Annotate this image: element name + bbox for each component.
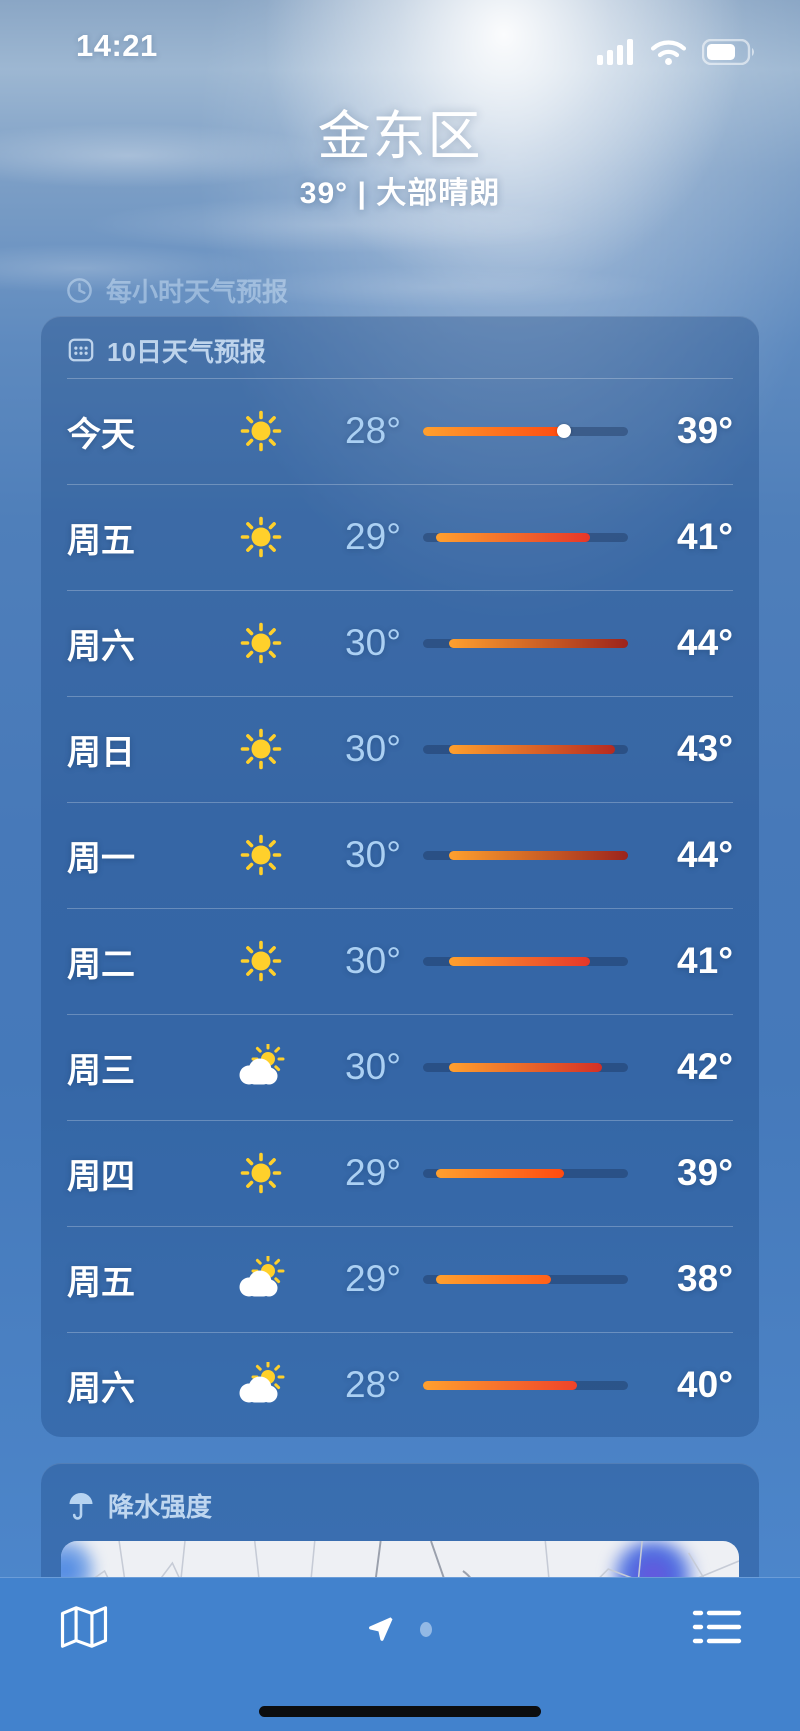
day-label: 周二: [67, 945, 135, 984]
page-indicator: [368, 1616, 432, 1642]
temp-range-fill: [448, 744, 616, 754]
bottom-tab-bar: [0, 1577, 800, 1731]
ten-day-forecast-header: 10日天气预报: [67, 316, 733, 378]
temp-range-bar: [423, 1062, 628, 1072]
temp-range-bar: [423, 956, 628, 966]
temp-range-bar: [423, 1274, 628, 1284]
temp-range-fill: [435, 1168, 564, 1178]
temp-range-bar: [423, 638, 628, 648]
high-temp: 39°: [677, 1152, 733, 1193]
high-temp: 38°: [677, 1258, 733, 1299]
current-location-arrow-icon[interactable]: [368, 1616, 394, 1642]
home-indicator[interactable]: [259, 1706, 541, 1717]
low-temp: 28°: [345, 1364, 401, 1405]
temp-range-fill: [448, 850, 628, 860]
calendar-icon: [67, 336, 95, 364]
partly-cloudy-icon: [225, 1362, 297, 1408]
temp-range-fill: [448, 638, 628, 648]
low-temp: 30°: [345, 1046, 401, 1087]
day-label: 周六: [67, 1369, 135, 1408]
high-temp: 39°: [677, 410, 733, 451]
precipitation-title: 降水强度: [108, 1492, 213, 1522]
ten-day-forecast-title: 10日天气预报: [107, 336, 266, 367]
battery-icon: [702, 38, 758, 65]
day-label: 周四: [67, 1157, 135, 1196]
temp-range-bar: [423, 744, 628, 754]
high-temp: 43°: [677, 728, 733, 769]
temp-range-bar: [423, 1168, 628, 1178]
status-time: 14:21: [76, 28, 158, 63]
sunny-icon: [225, 407, 297, 455]
high-temp: 44°: [677, 834, 733, 875]
clock-icon: [66, 277, 93, 304]
sunny-icon: [225, 513, 297, 561]
temp-range-fill: [423, 1380, 577, 1390]
current-conditions-summary: 39° | 大部晴朗: [299, 177, 501, 210]
high-temp: 41°: [677, 940, 733, 981]
forecast-row[interactable]: 周二 30° 41°: [67, 908, 733, 1014]
high-temp: 40°: [677, 1364, 733, 1405]
low-temp: 30°: [345, 728, 401, 769]
hourly-forecast-header: 每小时天气预报: [66, 272, 288, 309]
sunny-icon: [225, 831, 297, 879]
list-button[interactable]: [692, 1608, 742, 1648]
sunny-icon: [225, 725, 297, 773]
forecast-row[interactable]: 今天 28° 39°: [67, 378, 733, 484]
page-title-location: 金东区: [317, 107, 483, 166]
current-temp-dot: [556, 424, 571, 438]
low-temp: 29°: [345, 1258, 401, 1299]
temp-range-fill: [435, 1274, 552, 1284]
forecast-row[interactable]: 周三 30° 42°: [67, 1014, 733, 1120]
hourly-forecast-title: 每小时天气预报: [106, 277, 289, 307]
status-icons: [597, 38, 758, 65]
low-temp: 29°: [345, 516, 401, 557]
forecast-row[interactable]: 周日 30° 43°: [67, 696, 733, 802]
sunny-icon: [225, 619, 297, 667]
low-temp: 28°: [345, 410, 401, 451]
forecast-row[interactable]: 周五 29° 41°: [67, 484, 733, 590]
forecast-rows: 今天 28° 39° 周五 29° 41° 周六 30° 44° 周日: [67, 378, 733, 1438]
page-dot[interactable]: [420, 1621, 432, 1637]
sunny-icon: [225, 1149, 297, 1197]
precipitation-header: 降水强度: [41, 1463, 759, 1524]
temp-range-fill: [435, 532, 590, 542]
temp-range-bar: [423, 850, 628, 860]
low-temp: 30°: [345, 622, 401, 663]
forecast-row[interactable]: 周五 29° 38°: [67, 1226, 733, 1332]
high-temp: 44°: [677, 622, 733, 663]
partly-cloudy-icon: [225, 1044, 297, 1090]
sunny-icon: [225, 937, 297, 985]
day-label: 周三: [67, 1051, 135, 1090]
high-temp: 42°: [677, 1046, 733, 1087]
temp-range-fill: [448, 956, 590, 966]
umbrella-icon: [67, 1491, 95, 1521]
day-label: 今天: [67, 415, 135, 454]
temp-range-bar: [423, 424, 628, 438]
day-label: 周五: [67, 521, 135, 560]
day-label: 周六: [67, 627, 135, 666]
day-label: 周五: [67, 1263, 135, 1302]
partly-cloudy-icon: [225, 1256, 297, 1302]
low-temp: 30°: [345, 834, 401, 875]
day-label: 周日: [67, 733, 135, 772]
forecast-row[interactable]: 周六 30° 44°: [67, 590, 733, 696]
forecast-row[interactable]: 周六 28° 40°: [67, 1332, 733, 1438]
map-button[interactable]: [58, 1604, 110, 1650]
temp-range-bar: [423, 532, 628, 542]
temp-range-fill: [423, 426, 564, 436]
temp-range-bar: [423, 1380, 628, 1390]
forecast-row[interactable]: 周一 30° 44°: [67, 802, 733, 908]
ten-day-forecast-card: 10日天气预报 今天 28° 39° 周五 29° 41° 周六 30°: [41, 316, 759, 1437]
low-temp: 30°: [345, 940, 401, 981]
low-temp: 29°: [345, 1152, 401, 1193]
wifi-icon: [650, 38, 687, 65]
high-temp: 41°: [677, 516, 733, 557]
day-label: 周一: [67, 839, 135, 878]
temp-range-fill: [448, 1062, 603, 1072]
forecast-row[interactable]: 周四 29° 39°: [67, 1120, 733, 1226]
cellular-signal-icon: [597, 38, 635, 65]
